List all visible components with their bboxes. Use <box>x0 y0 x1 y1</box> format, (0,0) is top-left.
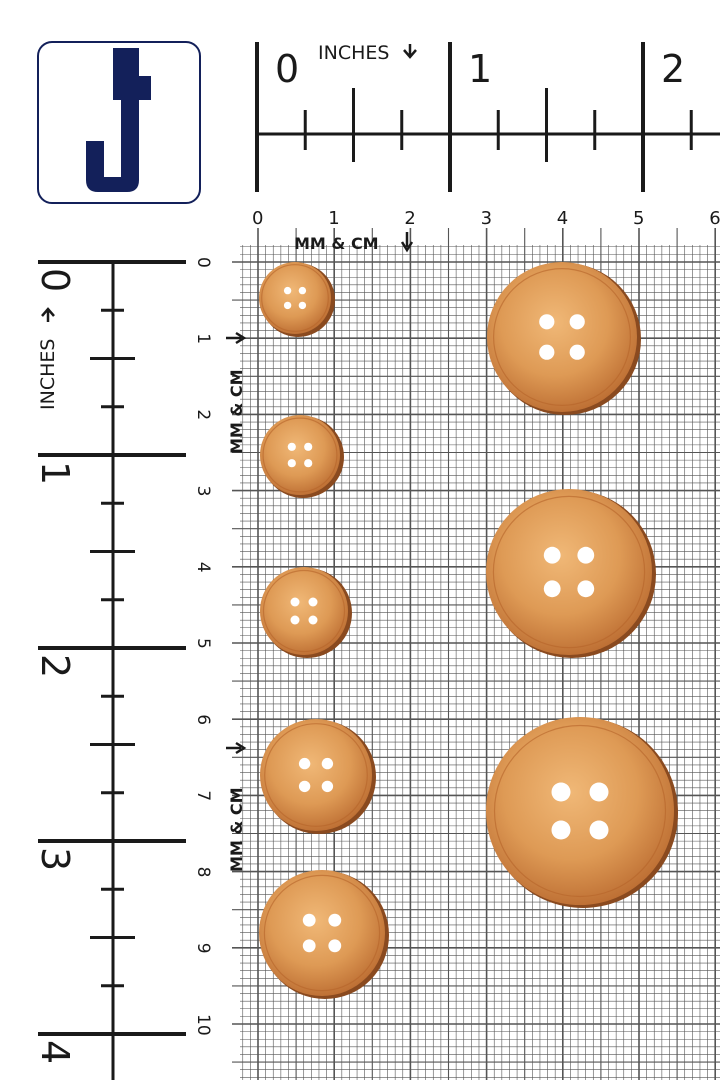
cm-tick-label-left: 7 <box>193 790 213 801</box>
wooden-button <box>486 717 678 908</box>
button-hole <box>298 757 311 770</box>
cm-tick-label-left: 10 <box>193 1014 213 1036</box>
button-inner-ring <box>262 569 346 653</box>
cm-tick-label-left: 0 <box>193 257 213 268</box>
button-hole <box>569 314 585 330</box>
cm-tick-label-left: 8 <box>193 867 213 878</box>
cm-tick-label-left: 4 <box>193 562 213 573</box>
button-hole <box>290 615 300 625</box>
wooden-button <box>260 567 352 658</box>
button-face <box>259 870 385 996</box>
button-hole <box>577 580 595 598</box>
button-hole <box>328 913 342 927</box>
button-hole <box>298 780 311 793</box>
button-hole <box>328 939 342 953</box>
button-hole <box>551 820 571 840</box>
left-cm-label-2: MM & CM <box>227 787 246 872</box>
button-hole <box>543 580 561 598</box>
button-hole <box>298 286 307 295</box>
button-inner-ring <box>262 417 338 493</box>
cm-tick-label-top: 3 <box>481 208 492 229</box>
button-hole <box>321 757 334 770</box>
button-face <box>259 262 331 334</box>
button-inner-ring <box>263 874 381 992</box>
button-inner-ring <box>493 268 632 407</box>
button-inner-ring <box>492 495 646 649</box>
button-hole <box>302 939 316 953</box>
button-hole <box>539 344 555 360</box>
button-hole <box>551 782 571 802</box>
inch-label-left: 1 <box>33 461 77 485</box>
button-hole <box>290 597 300 607</box>
button-hole <box>304 442 313 451</box>
cm-tick-label-top: 6 <box>709 208 720 229</box>
button-hole <box>287 459 296 468</box>
button-hole <box>298 301 307 310</box>
button-hole <box>304 459 313 468</box>
cm-tick-label-top: 1 <box>328 208 339 229</box>
arrow-right-icon <box>226 741 247 755</box>
button-face <box>486 717 674 905</box>
cm-tick-label-top: 0 <box>252 208 263 229</box>
inch-label-top: 2 <box>661 47 685 91</box>
logo-j-glyph <box>86 48 151 192</box>
button-hole <box>321 780 334 793</box>
arrow-up-icon <box>41 307 55 322</box>
left-inches-label: INCHES <box>37 339 59 410</box>
button-face <box>486 489 652 655</box>
button-inner-ring <box>264 723 368 827</box>
button-hole <box>539 314 555 330</box>
inch-label-left: 2 <box>33 654 77 678</box>
brand-logo <box>37 41 201 204</box>
inch-label-top: 0 <box>275 47 299 91</box>
arrow-right-icon <box>226 331 247 345</box>
cm-tick-label-top: 4 <box>557 208 568 229</box>
button-hole <box>589 782 609 802</box>
cm-tick-label-top: 5 <box>633 208 644 229</box>
button-hole <box>283 286 292 295</box>
cm-tick-label-left: 9 <box>193 943 213 954</box>
cm-tick-label-left: 5 <box>193 638 213 649</box>
button-face <box>260 415 340 495</box>
button-hole <box>543 546 561 564</box>
top-cm-label: MM & CM <box>294 234 379 253</box>
arrow-down-icon <box>403 44 417 59</box>
wooden-button <box>259 262 335 337</box>
cm-tick-label-top: 2 <box>404 208 415 229</box>
button-face <box>260 719 372 831</box>
rulers: 0 1 2 3 4 5 6 0 1 2 3 4 5 6 7 8 9 10 0 1 2 0 1 2 3 4 <box>33 42 720 1080</box>
button-hole <box>287 442 296 451</box>
wooden-button <box>260 719 376 834</box>
button-inner-ring <box>493 724 667 898</box>
top-inches-label: INCHES <box>318 42 389 64</box>
left-cm-label-1: MM & CM <box>227 369 246 454</box>
buttons <box>259 262 678 999</box>
wooden-button <box>259 870 389 999</box>
button-inner-ring <box>261 264 329 332</box>
inch-label-left: 3 <box>33 847 77 871</box>
button-hole <box>308 615 318 625</box>
inch-label-left: 4 <box>33 1040 77 1064</box>
button-hole <box>569 344 585 360</box>
cm-tick-label-left: 1 <box>193 333 213 344</box>
cm-tick-label-left: 3 <box>193 486 213 497</box>
inch-label-left: 0 <box>33 268 77 292</box>
wooden-button <box>487 262 641 415</box>
wooden-button <box>486 489 656 658</box>
button-hole <box>308 597 318 607</box>
button-hole <box>302 913 316 927</box>
inch-label-top: 1 <box>468 47 492 91</box>
button-face <box>260 567 348 655</box>
wooden-button <box>260 415 344 498</box>
button-face <box>487 262 637 412</box>
arrow-down-icon <box>400 232 414 253</box>
button-hole <box>577 546 595 564</box>
button-hole <box>283 301 292 310</box>
cm-tick-label-left: 6 <box>193 714 213 725</box>
button-hole <box>589 820 609 840</box>
cm-tick-label-left: 2 <box>193 409 213 420</box>
